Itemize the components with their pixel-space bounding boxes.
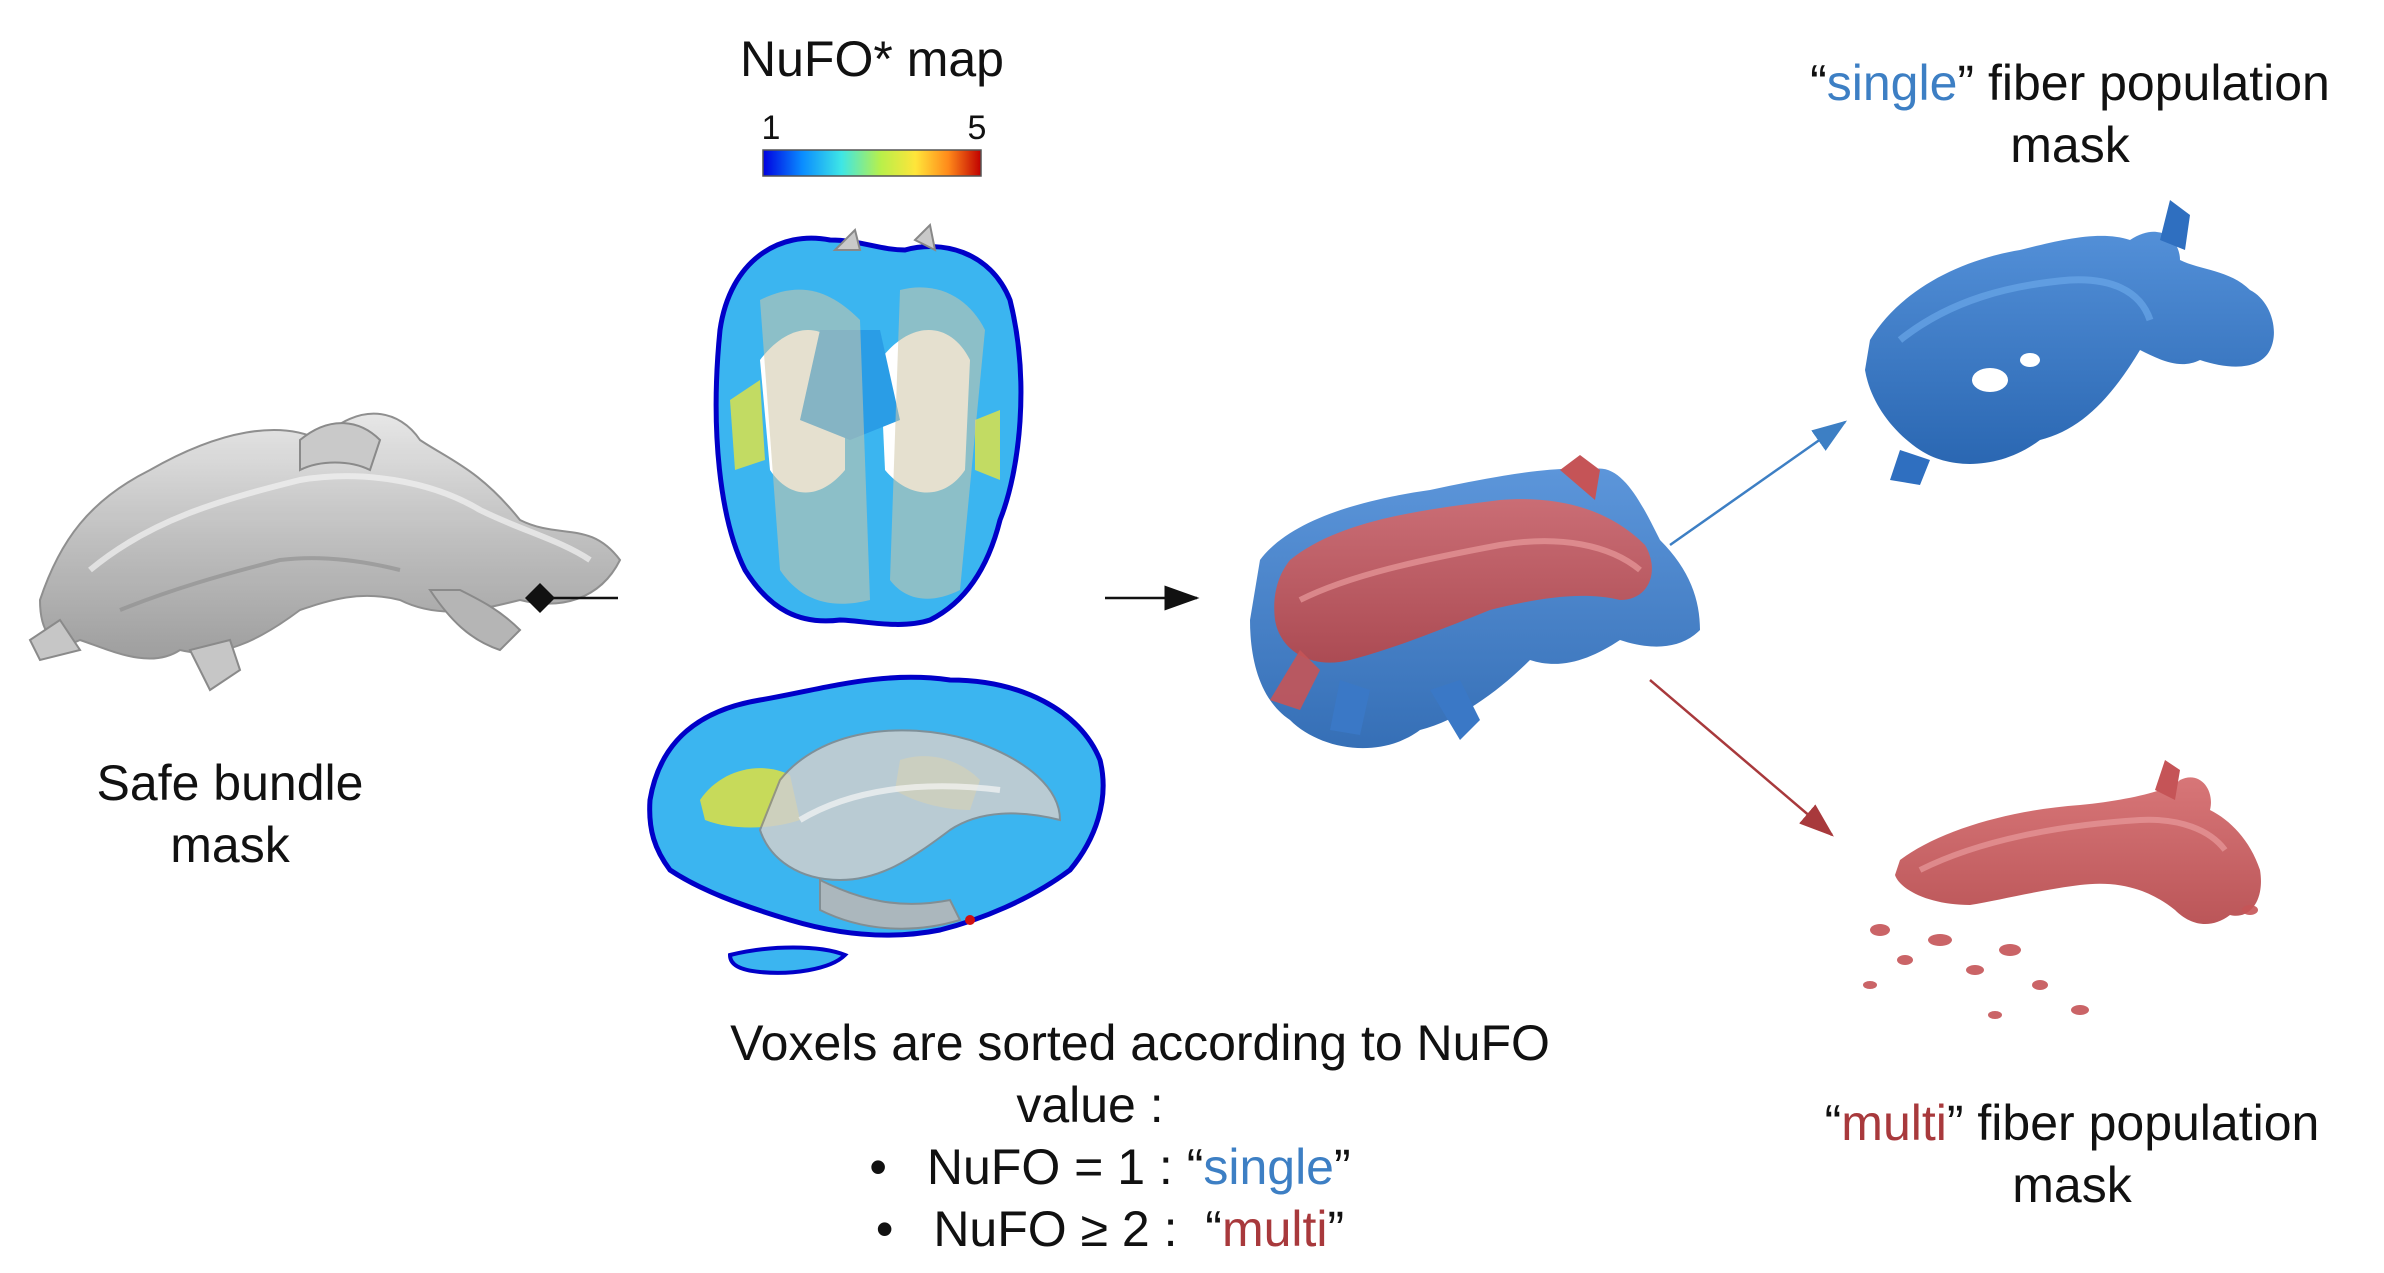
sagittal-brain-slice: [647, 674, 1106, 975]
multi-open-quote: “: [1824, 1095, 1842, 1151]
safe-bundle-label-line2: mask: [170, 817, 290, 873]
multi-mask-label: “multi” fiber population mask: [1772, 1092, 2372, 1216]
multi-mask-label-line2: mask: [2012, 1157, 2132, 1213]
sort-line2: value :: [1016, 1077, 1164, 1133]
arrow-to-multi-mask: [1649, 679, 1834, 837]
nufo-colorbar: [762, 149, 982, 177]
single-mask-label-line2: mask: [2010, 117, 2130, 173]
arrow-to-single-mask: [1669, 420, 1848, 547]
colorbar-min-label: 1: [761, 109, 781, 147]
multi-mask-label-line1: “multi” fiber population: [1772, 1092, 2372, 1154]
bullet-multi-suffix: ”: [1327, 1201, 1345, 1257]
single-mask-label: “single” fiber population mask: [1770, 52, 2370, 176]
bullet-multi-keyword: multi: [1221, 1201, 1328, 1257]
bullet-multi-prefix: NuFO ≥ 2 : “: [933, 1201, 1222, 1257]
sort-bullet-single: • NuFO = 1 : “single”: [600, 1136, 1620, 1198]
bullet-single-prefix: NuFO = 1 : “: [926, 1139, 1204, 1195]
nufo-map-title: NuFO* map: [740, 31, 1004, 87]
combined-mask-shape: [1250, 455, 1700, 749]
safe-bundle-label: Safe bundle mask: [30, 752, 430, 876]
safe-bundle-shape: [28, 412, 622, 692]
axial-brain-slice: [713, 222, 1024, 627]
single-mask-label-line1: “single” fiber population: [1770, 52, 2370, 114]
bullet-icon: •: [875, 1201, 894, 1257]
colorbar-max-label: 5: [967, 109, 987, 147]
bullet-icon: •: [869, 1139, 887, 1195]
multi-rest: ” fiber population: [1946, 1095, 2320, 1151]
single-mask-shape: [1865, 200, 2274, 485]
sort-description: Voxels are sorted according to NuFO valu…: [660, 1012, 1620, 1260]
sort-bullet-multi: • NuFO ≥ 2 : “multi”: [600, 1198, 1620, 1260]
bullet-single-keyword: single: [1203, 1139, 1334, 1195]
multi-keyword: multi: [1841, 1095, 1947, 1151]
safe-bundle-label-line1: Safe bundle: [96, 755, 364, 811]
bullet-single-suffix: ”: [1333, 1139, 1351, 1195]
multi-mask-shape: [1863, 760, 2261, 1019]
single-keyword: single: [1826, 55, 1958, 111]
sort-line1: Voxels are sorted according to NuFO: [730, 1015, 1550, 1071]
single-open-quote: “: [1810, 55, 1827, 111]
single-rest: ” fiber population: [1957, 55, 2330, 111]
